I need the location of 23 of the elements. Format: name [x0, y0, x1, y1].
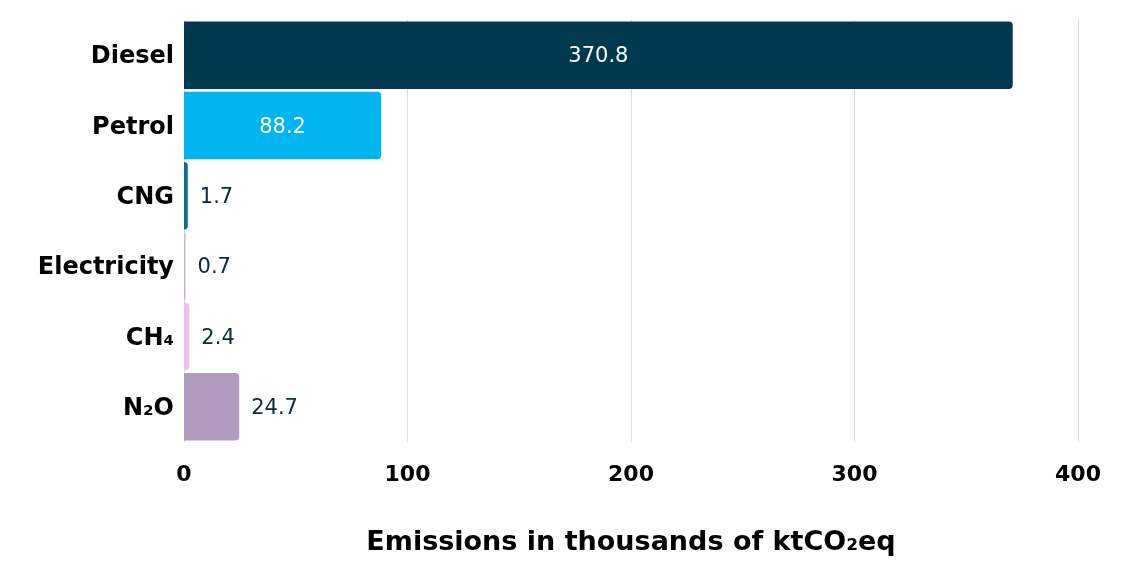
bar: [184, 302, 190, 371]
bar: [184, 91, 382, 160]
y-tick-label: CH₄: [125, 322, 174, 351]
x-tick-label: 400: [1055, 460, 1101, 486]
data-label: 2.4: [201, 324, 235, 349]
data-label: 1.7: [199, 183, 234, 208]
bar: [184, 21, 1013, 89]
x-axis-title: Emissions in thousands of ktCO₂eq: [366, 525, 896, 556]
bar: [184, 162, 188, 230]
y-tick-label: CNG: [116, 181, 174, 210]
y-tick-label: N₂O: [123, 392, 174, 421]
x-tick-label: 0: [176, 460, 192, 486]
y-tick-label: Diesel: [90, 41, 174, 70]
bar: [184, 373, 240, 441]
y-tick-label: Electricity: [37, 252, 175, 281]
data-label: 24.7: [251, 394, 298, 419]
data-label: 0.7: [197, 254, 231, 279]
y-tick-label: Petrol: [92, 111, 174, 140]
x-tick-label: 300: [831, 460, 878, 486]
x-tick-label: 100: [384, 460, 431, 486]
data-label: 88.2: [259, 113, 306, 138]
data-label: 370.8: [568, 43, 629, 68]
x-tick-label: 200: [608, 460, 654, 486]
